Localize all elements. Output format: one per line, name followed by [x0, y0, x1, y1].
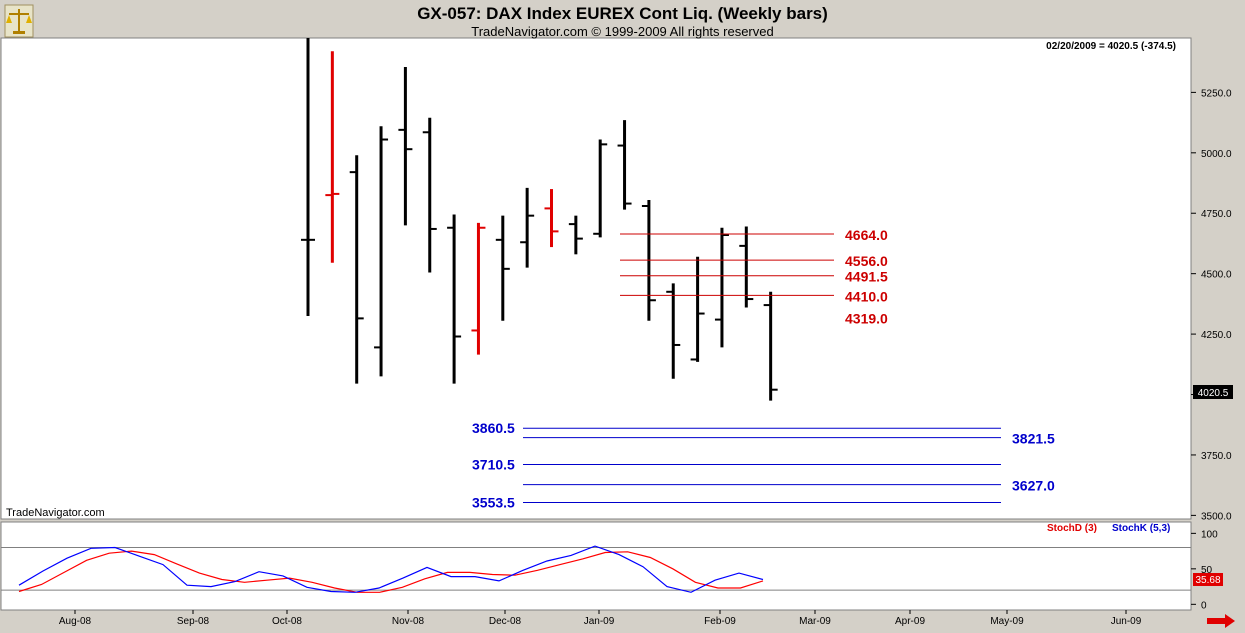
x-tick-label: Nov-08: [392, 616, 425, 627]
support-label: 3710.5: [472, 456, 515, 472]
ohlc-bar: [739, 226, 754, 308]
ohlc-bar: [349, 155, 364, 384]
ohlc-bar: [422, 117, 437, 273]
x-tick-label: Jun-09: [1111, 616, 1142, 627]
ohlc-bar: [714, 227, 729, 348]
price-bars: [301, 38, 778, 401]
x-tick-label: Mar-09: [799, 616, 831, 627]
x-tick-label: Feb-09: [704, 616, 736, 627]
last-close-label: 02/20/2009 = 4020.5 (-374.5): [1046, 41, 1176, 52]
watermark: TradeNavigator.com: [6, 507, 105, 519]
y-tick-label: 4500.0: [1201, 270, 1232, 281]
stochd-line: [18, 550, 764, 593]
ohlc-bar: [690, 256, 705, 362]
x-tick-label: Aug-08: [59, 616, 92, 627]
ohlc-bar: [374, 126, 389, 377]
stoch-panel: [0, 521, 1192, 611]
legend-stochk: StochK (5,3): [1112, 523, 1170, 534]
price-panel: [0, 37, 1192, 520]
x-tick-label: Oct-08: [272, 616, 302, 627]
y-tick-label: 4250.0: [1201, 330, 1232, 341]
legend-stochd: StochD (3): [1047, 523, 1097, 534]
resistance-label: 4319.0: [845, 310, 888, 326]
x-tick-label: Dec-08: [489, 616, 522, 627]
stoch-value-tag-bg: [1193, 573, 1223, 586]
resistance-label: 4664.0: [845, 227, 888, 243]
y-tick-label: 3750.0: [1201, 451, 1232, 462]
support-label: 3553.5: [472, 494, 515, 510]
stoch-axis: 0 50 100: [1, 529, 1218, 611]
price-axis: 3500.03750.04000.04250.04500.04750.05000…: [1191, 88, 1232, 522]
ohlc-bar: [617, 120, 632, 210]
stoch-value-tag: 35.68: [1195, 575, 1220, 586]
ohlc-bar: [593, 139, 608, 238]
ohlc-bar: [544, 189, 559, 248]
y-tick-label: 5000.0: [1201, 149, 1232, 160]
support-label: 3627.0: [1012, 478, 1055, 494]
ohlc-bar: [763, 291, 778, 401]
ohlc-bar: [568, 215, 583, 255]
resistance-label: 4410.0: [845, 288, 888, 304]
x-tick-label: Apr-09: [895, 616, 925, 627]
ohlc-bar: [325, 51, 340, 263]
stoch-y-tick-label: 100: [1201, 529, 1218, 540]
ohlc-bar: [301, 38, 315, 316]
last-price-tag-bg: [1193, 385, 1233, 399]
resistance-label: 4556.0: [845, 253, 888, 269]
x-tick-label: Jan-09: [584, 616, 615, 627]
copyright-text: TradeNavigator.com © 1999-2009 All right…: [471, 24, 774, 39]
stochk-line: [18, 545, 764, 593]
last-price-tag: 4020.5: [1198, 388, 1229, 399]
scale-logo-icon[interactable]: [4, 4, 34, 38]
chart-title: GX-057: DAX Index EUREX Cont Liq. (Weekl…: [417, 4, 828, 23]
ohlc-bar: [666, 283, 681, 379]
x-tick-label: Sep-08: [177, 616, 210, 627]
resistance-label: 4491.5: [845, 269, 888, 285]
support-label: 3821.5: [1012, 431, 1055, 447]
y-tick-label: 3500.0: [1201, 511, 1232, 522]
stoch-y-tick-label: 50: [1201, 565, 1213, 576]
stoch-y-tick-label: 0: [1201, 600, 1207, 611]
ohlc-bar: [471, 222, 486, 355]
y-tick-label: 4750.0: [1201, 209, 1232, 220]
ohlc-bar: [495, 215, 510, 321]
support-label: 3860.5: [472, 420, 515, 436]
ohlc-bar: [398, 67, 413, 226]
ohlc-bar: [447, 214, 462, 384]
x-tick-label: May-09: [990, 616, 1024, 627]
right-arrow-icon[interactable]: [1206, 614, 1236, 628]
x-axis: Aug-08 Sep-08 Oct-08 Nov-08 Dec-08 Jan-09 Feb-…: [59, 610, 1142, 627]
stoch-lines: [18, 545, 764, 593]
ohlc-bar: [520, 187, 535, 268]
y-tick-label: 5250.0: [1201, 88, 1232, 99]
